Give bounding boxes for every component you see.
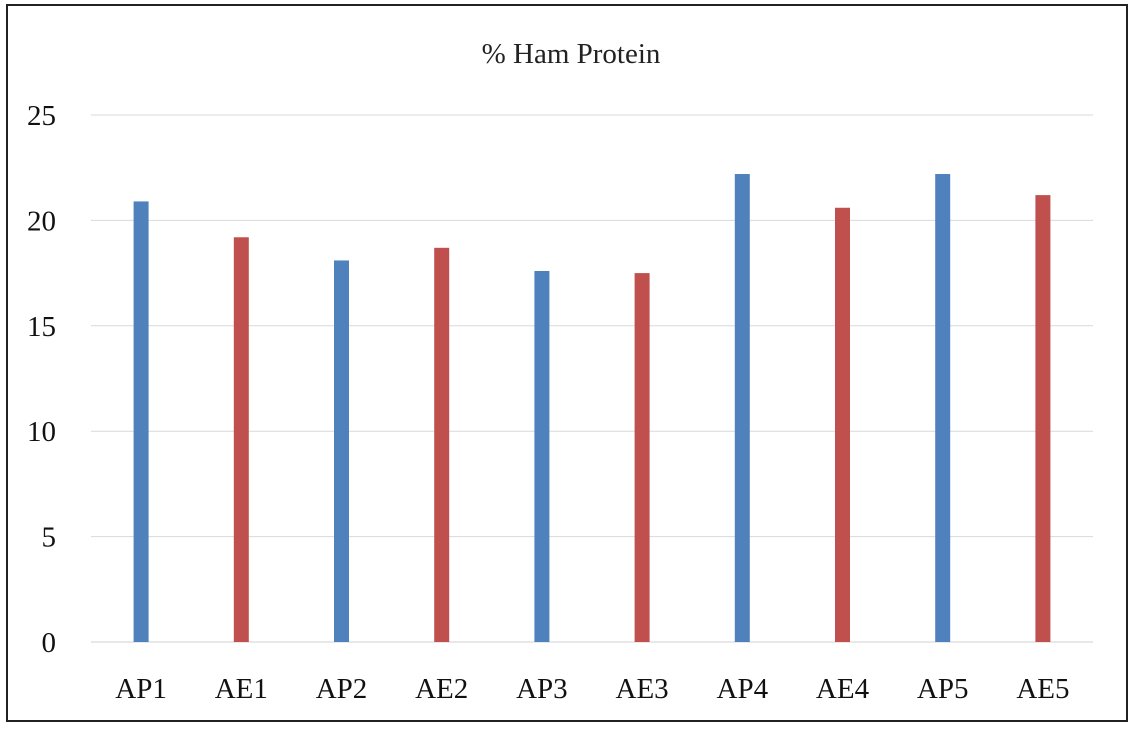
y-tick-label: 25 (27, 100, 56, 132)
bars (133, 174, 1051, 643)
bar-chart: % Ham Protein 0 5 10 15 20 25 AP1 AE1 AP2 AE2 AP3… (27, 38, 1093, 705)
y-tick-label: 0 (42, 627, 57, 659)
bar-ae1 (233, 237, 249, 642)
bar-ae2 (434, 247, 450, 642)
y-tick-label: 5 (42, 522, 57, 554)
x-tick-label: AE3 (616, 673, 669, 705)
bar-ap3 (534, 270, 550, 642)
x-tick-label: AE5 (1016, 673, 1069, 705)
y-tick-label: 10 (27, 416, 56, 448)
bar-ap4 (734, 174, 750, 643)
x-tick-label: AP5 (917, 673, 969, 705)
bar-ae3 (634, 273, 650, 642)
gridlines (91, 114, 1093, 643)
y-tick-label: 20 (27, 205, 56, 237)
x-tick-label: AE4 (816, 673, 870, 705)
x-tick-label: AP2 (316, 673, 368, 705)
x-tick-label: AE2 (415, 673, 468, 705)
bar-ap5 (935, 174, 951, 643)
x-tick-label: AP1 (115, 673, 167, 705)
chart-title: % Ham Protein (482, 38, 661, 70)
x-tick-label: AE1 (215, 673, 268, 705)
x-axis-tick-labels: AP1 AE1 AP2 AE2 AP3 AE3 AP4 AE4 AP5 AE5 (115, 673, 1069, 705)
chart-frame: % Ham Protein 0 5 10 15 20 25 AP1 AE1 AP2 AE2 AP3… (6, 4, 1128, 722)
bar-ae4 (835, 207, 850, 642)
y-axis-tick-labels: 0 5 10 15 20 25 (27, 100, 56, 659)
bar-ap2 (334, 260, 349, 642)
bar-ap1 (133, 201, 149, 643)
x-tick-label: AP3 (516, 673, 568, 705)
y-tick-label: 15 (27, 311, 56, 343)
bar-ae5 (1035, 195, 1051, 642)
x-tick-label: AP4 (717, 673, 769, 705)
